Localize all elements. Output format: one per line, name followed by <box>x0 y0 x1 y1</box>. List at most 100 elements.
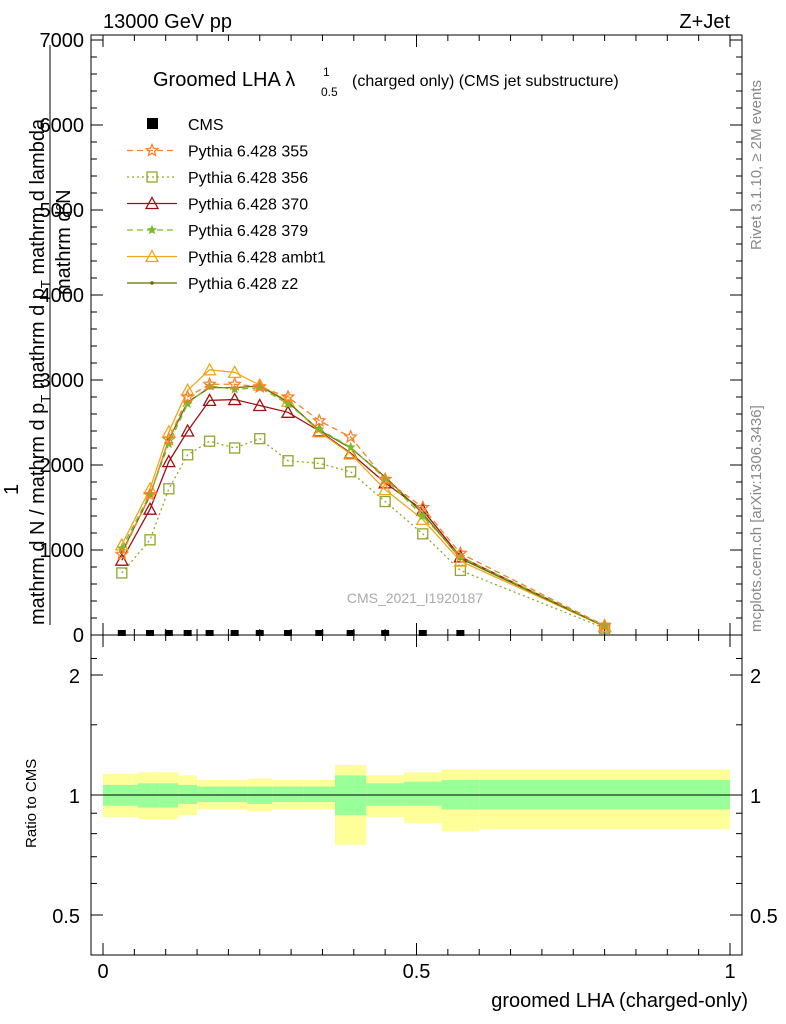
svg-text:mathrm d N / mathrm d pT mathr: mathrm d N / mathrm d pT mathrm d pT mat… <box>27 118 53 625</box>
legend-label-p355: Pythia 6.428 355 <box>188 144 308 161</box>
ratio-inner-band <box>178 784 198 804</box>
legend-entry-p356: Pythia 6.428 356 <box>127 170 308 187</box>
data-point-p370 <box>114 552 129 566</box>
data-point-p356 <box>229 442 241 454</box>
legend-marker-p355 <box>144 142 160 157</box>
legend-label-p379: Pythia 6.428 379 <box>188 223 308 240</box>
data-point-p370 <box>161 454 176 468</box>
y-tick-label: 3000 <box>40 370 85 392</box>
series-cms <box>117 630 465 636</box>
data-point-p356 <box>417 528 429 540</box>
data-point-p355 <box>114 546 130 561</box>
data-point-p370 <box>227 392 242 406</box>
legend-marker-cms <box>147 118 158 129</box>
legend-entry-ambt1: Pythia 6.428 ambt1 <box>127 249 326 267</box>
x-axis-label: groomed LHA (charged-only) <box>491 990 748 1012</box>
data-point-cms <box>146 630 155 636</box>
plot-title: Groomed LHA λ 1 0.5 (charged only) (CMS … <box>153 65 619 99</box>
series-p356 <box>116 432 611 634</box>
ratio-ytick-label-right: 0.5 <box>750 906 778 928</box>
data-point-cms <box>205 630 214 636</box>
legend: CMS Pythia 6.428 355 Pythia 6.428 356 Pythi… <box>127 117 326 293</box>
legend-marker-p356 <box>146 171 158 183</box>
ratio-ytick-label-right: 2 <box>750 666 761 688</box>
svg-text:(charged only) (CMS jet substr: (charged only) (CMS jet substructure) <box>352 73 619 90</box>
ratio-inner-band <box>222 786 248 803</box>
legend-entry-p370: Pythia 6.428 370 <box>127 196 308 214</box>
data-point-cms <box>456 630 465 636</box>
data-point-p379 <box>314 424 325 434</box>
data-point-p370 <box>202 393 217 407</box>
legend-marker-p379 <box>147 224 157 235</box>
rivet-version: Rivet 3.1.10, ≥ 2M events <box>748 80 765 250</box>
energy-label: 13000 GeV pp <box>103 11 232 33</box>
data-point-cms <box>315 630 324 636</box>
legend-label-z2: Pythia 6.428 z2 <box>188 276 298 293</box>
data-point-p355 <box>597 617 612 632</box>
ratio-inner-band <box>303 786 335 803</box>
data-point-p356 <box>313 457 325 469</box>
data-point-p356 <box>282 455 294 467</box>
x-tick-label: 0 <box>97 961 108 983</box>
data-point-p355 <box>377 471 393 486</box>
data-point-cms <box>230 630 239 636</box>
y-tick-label: 1000 <box>40 540 85 562</box>
data-point-cms <box>255 630 264 636</box>
svg-text:Groomed LHA λ: Groomed LHA λ <box>153 69 295 91</box>
data-point-p355 <box>161 431 177 446</box>
svg-text:0.5: 0.5 <box>321 85 338 99</box>
y-tick-label: 7000 <box>40 30 85 52</box>
svg-text:1: 1 <box>323 65 330 79</box>
series-line-p356 <box>121 437 605 629</box>
data-point-ambt1 <box>180 382 195 396</box>
data-point-p370 <box>252 398 267 412</box>
data-point-p356 <box>345 466 357 478</box>
legend-label-ambt1: Pythia 6.428 ambt1 <box>188 250 326 267</box>
series-p355 <box>114 376 612 632</box>
legend-label-p370: Pythia 6.428 370 <box>188 197 308 214</box>
series-line-ambt1 <box>121 369 605 628</box>
y-axis-label: mathrm d N / mathrm d pT mathrm d pT mat… <box>27 45 75 625</box>
data-point-cms <box>283 630 292 636</box>
ratio-inner-band <box>403 781 442 806</box>
data-point-p355 <box>202 376 217 391</box>
data-point-p355 <box>280 389 296 404</box>
data-point-p379 <box>417 510 428 521</box>
ratio-axes: 0.5 0.5 1 1 2 2 0 0.5 1 <box>52 635 778 983</box>
main-axes: 0 1000 2000 3000 4000 5000 6000 7000 <box>40 30 742 647</box>
legend-entry-p379: Pythia 6.428 379 <box>127 223 308 240</box>
data-point-p355 <box>453 545 468 560</box>
ratio-inner-band <box>272 786 304 803</box>
data-point-p355 <box>252 379 268 394</box>
ratio-ytick-label-right: 1 <box>750 786 761 808</box>
legend-marker-p370 <box>144 196 160 210</box>
data-point-p355 <box>343 429 359 444</box>
data-point-p355 <box>227 376 243 391</box>
legend-entry-p355: Pythia 6.428 355 <box>127 142 308 161</box>
ratio-ytick-label: 2 <box>69 666 80 688</box>
data-point-p370 <box>180 423 195 437</box>
data-point-p355 <box>311 413 327 428</box>
y-tick-label: 4000 <box>40 285 85 307</box>
legend-label-p356: Pythia 6.428 356 <box>188 170 308 187</box>
data-point-p355 <box>142 487 158 502</box>
ratio-inner-band <box>366 783 404 806</box>
data-point-p356 <box>379 495 391 508</box>
x-tick-label: 0.5 <box>403 961 431 983</box>
data-point-p370 <box>142 501 158 515</box>
analysis-watermark: CMS_2021_I1920187 <box>347 590 483 606</box>
data-point-cms <box>381 630 390 636</box>
legend-marker-ambt1 <box>144 249 160 263</box>
y-tick-label: 0 <box>73 625 84 647</box>
x-tick-label: 1 <box>724 961 735 983</box>
ratio-inner-band <box>197 786 223 803</box>
y-axis-label-one: 1 <box>1 484 23 495</box>
data-point-ambt1 <box>202 362 217 376</box>
mcplots-credit: mcplots.cern.ch [arXiv:1306.3436] <box>748 405 765 632</box>
data-point-p356 <box>203 435 216 447</box>
data-point-p370 <box>280 404 296 418</box>
y-tick-label: 5000 <box>40 200 85 222</box>
y-tick-label: 2000 <box>40 455 85 477</box>
data-point-ambt1 <box>343 446 358 460</box>
